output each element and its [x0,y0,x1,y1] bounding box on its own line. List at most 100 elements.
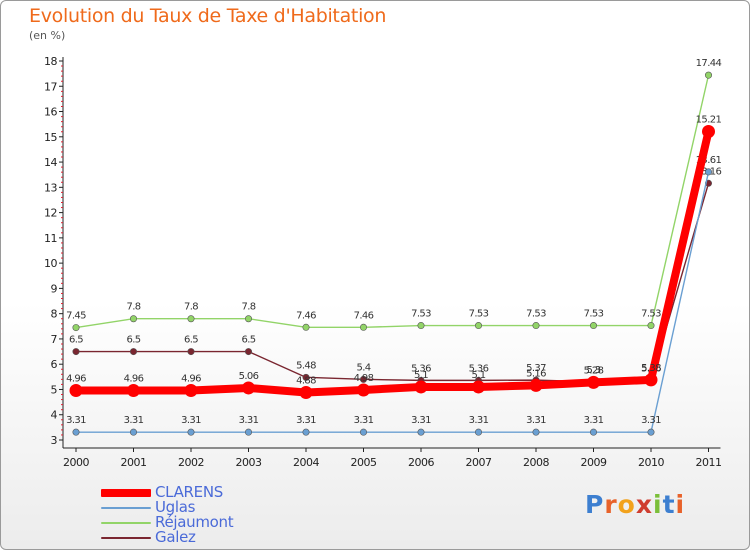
data-label: 3.31 [124,415,144,426]
data-point [245,428,253,436]
data-point [187,315,195,323]
data-point [589,322,597,330]
y-tick-label: 13 [44,181,57,194]
legend-line-rjaumont [101,522,151,524]
data-label: 5.36 [411,363,431,374]
data-label: 5.4 [356,362,370,373]
series-rjaumont: 7.45 7.8 7.8 7.8 7.46 7.46 7.53 7.53 7.53 7.53 7.5… [66,58,722,332]
data-label: 6.5 [126,335,140,346]
legend-line-clarens [101,489,151,497]
data-point [72,348,80,356]
data-label: 3.31 [411,415,431,426]
y-tick-label: 15 [44,131,57,144]
data-point [647,428,655,436]
data-label: 7.8 [184,302,198,313]
data-point [529,378,543,392]
data-point [414,380,428,394]
data-label: 4.96 [124,373,144,384]
legend-label-rjaumont: Réjaumont [155,513,234,531]
data-label: 7.53 [469,309,489,320]
data-label: 3.31 [181,415,201,426]
data-label: 5.06 [239,371,259,382]
data-point [587,375,600,389]
data-point [242,381,255,395]
data-label: 3.31 [584,415,604,426]
logo-letter: o [617,490,636,519]
series-line [76,171,710,433]
data-point [474,322,482,330]
logo-letter: i [675,490,686,519]
x-tick-label: 2001 [121,456,147,469]
x-tick-label: 2006 [408,456,434,469]
y-tick-label: 4 [51,409,58,422]
y-tick-label: 7 [51,333,58,346]
x-tick-label: 2004 [293,456,319,469]
data-label: 5.16 [526,368,546,379]
data-point [647,322,655,330]
data-point [130,428,138,436]
data-label: 5.28 [584,365,604,376]
legend-label-galez: Galez [155,528,196,546]
x-tick-label: 2002 [178,456,204,469]
data-label: 3.31 [526,415,546,426]
y-tick-label: 9 [51,282,58,295]
legend-label-uglas: Uglas [155,498,196,516]
y-tick-label: 8 [51,308,58,321]
data-label: 3.31 [296,415,316,426]
proxiti-logo: Proxiti [585,490,685,519]
y-tick-label: 5 [51,383,58,396]
data-point [302,373,310,381]
data-point [302,323,310,331]
x-tick-label: 2009 [581,456,607,469]
series-line [75,74,710,329]
data-point [359,323,367,331]
data-label: 5.1 [471,370,485,381]
data-label: 3.31 [239,415,259,426]
data-point [417,322,425,330]
y-tick-label: 17 [44,80,57,93]
data-label: 15.21 [696,114,722,125]
y-tick-label: 10 [44,257,57,270]
data-point [69,383,83,397]
x-tick-label: 2007 [466,456,492,469]
data-label: 3.31 [469,415,489,426]
x-tick-label: 2010 [638,456,664,469]
y-tick-label: 16 [44,106,57,119]
data-point [72,324,80,332]
data-point [417,428,425,436]
data-label: 5.36 [469,363,489,374]
series-line [76,183,710,383]
data-label: 7.45 [66,311,86,322]
y-tick-label: 12 [44,207,57,220]
data-label: 6.5 [241,335,255,346]
series-line [76,130,713,397]
data-point [704,168,712,176]
data-point [127,383,140,397]
logo-letter: t [662,490,676,519]
data-point [472,380,485,394]
logo-letter: x [635,490,653,519]
data-point [130,348,138,356]
data-point [245,315,253,323]
data-point [702,124,715,138]
data-label: 3.31 [66,415,86,426]
data-label: 6.5 [184,335,198,346]
data-point [184,383,198,397]
data-label: 5.37 [526,363,546,374]
data-label: 7.53 [584,309,604,320]
x-tick-label: 2008 [523,456,549,469]
data-label: 7.46 [296,310,316,321]
y-tick-label: 18 [44,55,57,68]
data-point [644,373,658,387]
data-point [359,428,367,436]
data-point [359,375,367,383]
data-label: 3.31 [354,415,374,426]
data-label: 4.98 [354,373,374,384]
y-tick-label: 11 [44,232,57,245]
data-label: 7.46 [354,310,374,321]
data-point [72,428,80,436]
data-label: 7.8 [241,302,255,313]
series-uglas: 3.31 3.31 3.31 3.31 3.31 3.31 3.31 3.31 3.31 3.31… [66,155,722,436]
